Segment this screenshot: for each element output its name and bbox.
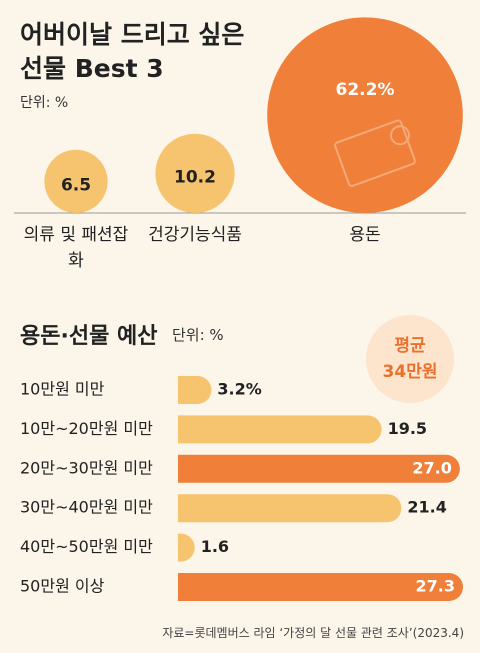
category-label: 20만~30만원 미만 <box>20 458 153 477</box>
value-label: 10.2 <box>174 167 216 187</box>
category-label: 30만~40만원 미만 <box>20 498 153 517</box>
value-label: 62.2% <box>336 80 395 100</box>
annotation-bg <box>366 315 454 403</box>
category-label: 10만~20만원 미만 <box>20 419 153 438</box>
unit-label: 단위: % <box>172 326 224 344</box>
value-label: 27.0 <box>412 458 451 477</box>
category-label: 용돈 <box>349 225 381 245</box>
bar <box>178 376 212 404</box>
bubble <box>44 149 108 213</box>
category-label: 10만원 미만 <box>20 380 105 399</box>
value-label: 3.2% <box>217 380 261 399</box>
bar <box>178 454 460 483</box>
chart-title: 어버이날 드리고 싶은 선물 Best 3 <box>20 20 245 83</box>
value-label: 21.4 <box>407 498 446 517</box>
bar <box>178 494 402 523</box>
annotation: 평균 <box>394 336 426 356</box>
chart-title: 용돈·선물 예산 <box>20 324 158 349</box>
category-label: 40만~50만원 미만 <box>20 537 153 556</box>
category-label: 의류 및 패션잡화 <box>23 225 129 271</box>
bar <box>178 573 463 601</box>
value-label: 6.5 <box>61 175 91 195</box>
category-label: 50만원 이상 <box>20 577 105 596</box>
value-label: 19.5 <box>388 419 427 438</box>
source: 자료=롯데멤버스 라임 ‘가정의 달 선물 관련 조사’(2023.4) <box>162 626 464 640</box>
bubble <box>155 133 235 214</box>
bar <box>178 415 382 444</box>
category-label: 건강기능식품 <box>148 225 242 245</box>
envelope-seal <box>390 125 410 146</box>
bubble <box>267 17 463 213</box>
bar <box>178 533 195 562</box>
value-label: 27.3 <box>416 577 455 596</box>
value-label: 1.6 <box>201 537 229 556</box>
unit-label: 단위: % <box>20 95 69 111</box>
annotation: 34만원 <box>383 362 438 382</box>
